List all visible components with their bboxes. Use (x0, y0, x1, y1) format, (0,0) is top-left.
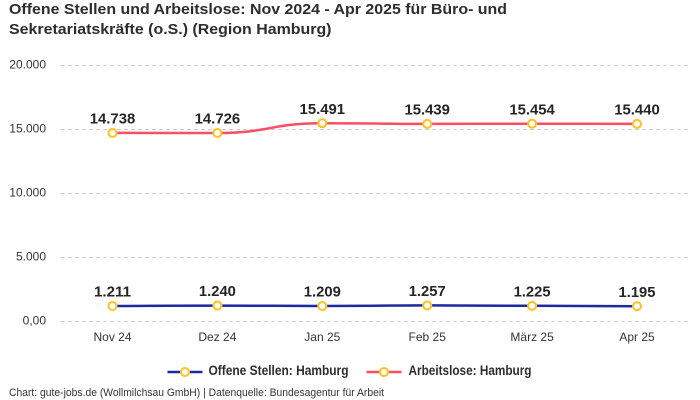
svg-text:15.491: 15.491 (300, 101, 346, 118)
svg-text:Arbeitslose: Hamburg: Arbeitslose: Hamburg (409, 362, 532, 378)
svg-text:1.209: 1.209 (304, 284, 341, 301)
svg-text:Sekretariatskräfte (o.S.) (Reg: Sekretariatskräfte (o.S.) (Region Hambur… (9, 21, 332, 38)
svg-text:Offene Stellen und Arbeitslose: Offene Stellen und Arbeitslose: Nov 2024… (9, 1, 507, 18)
svg-text:1.225: 1.225 (514, 283, 551, 300)
svg-text:Apr 25: Apr 25 (619, 330, 655, 344)
svg-text:5.000: 5.000 (16, 250, 46, 264)
svg-text:14.738: 14.738 (90, 111, 136, 128)
svg-text:1.211: 1.211 (94, 284, 131, 301)
svg-text:Offene Stellen: Hamburg: Offene Stellen: Hamburg (209, 362, 349, 378)
svg-text:März 25: März 25 (510, 330, 554, 344)
svg-text:14.726: 14.726 (195, 111, 241, 128)
svg-text:15.439: 15.439 (404, 102, 450, 119)
svg-text:15.454: 15.454 (509, 101, 555, 118)
svg-text:20.000: 20.000 (9, 58, 46, 72)
svg-text:Nov 24: Nov 24 (93, 330, 131, 344)
svg-text:Chart: gute-jobs.de (Wollmilch: Chart: gute-jobs.de (Wollmilchsau GmbH) … (9, 387, 384, 399)
svg-text:1.240: 1.240 (199, 283, 236, 300)
svg-text:10.000: 10.000 (9, 186, 46, 200)
svg-text:0,00: 0,00 (23, 314, 47, 328)
svg-text:1.195: 1.195 (619, 284, 656, 301)
svg-text:1.257: 1.257 (409, 283, 446, 300)
svg-text:Feb 25: Feb 25 (409, 330, 447, 344)
svg-text:15.440: 15.440 (614, 102, 660, 119)
svg-text:15.000: 15.000 (9, 122, 46, 136)
svg-text:Jan 25: Jan 25 (304, 330, 340, 344)
svg-text:Dez 24: Dez 24 (198, 330, 236, 344)
